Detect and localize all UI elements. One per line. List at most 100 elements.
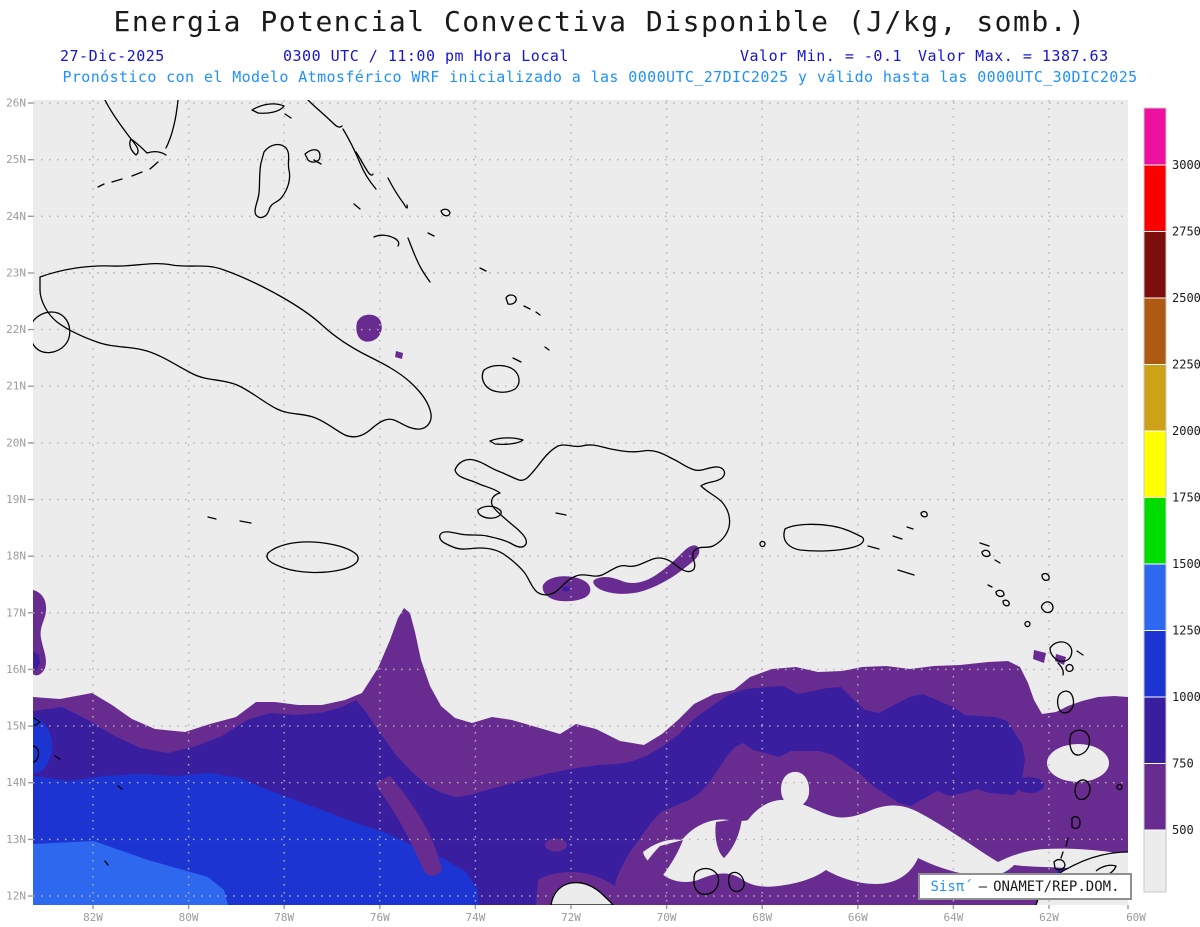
new-providence — [313, 159, 361, 210]
san-salvador — [427, 208, 451, 237]
lat-tick-label: 23N — [6, 267, 26, 280]
colorbar-label: 2500 — [1172, 291, 1200, 305]
curacao — [727, 871, 745, 893]
colorbar-segment — [1143, 763, 1167, 831]
puerto-rico-coast — [783, 523, 865, 552]
credit-org: ONAMET/REP.DOM. — [993, 878, 1120, 895]
colorbar-label: 1000 — [1172, 690, 1200, 704]
isla-juventud — [33, 311, 71, 354]
lat-tick-label: 15N — [6, 720, 26, 733]
lat-tick-label: 13N — [6, 833, 26, 846]
lat-tick-label: 16N — [6, 663, 26, 676]
abaco — [307, 100, 343, 128]
saba-st-kitts-nevis — [987, 584, 1010, 607]
colorbar-segment — [1143, 497, 1167, 565]
barbuda-antigua — [1040, 572, 1054, 614]
lat-tick-label: 26N — [6, 97, 26, 110]
lon-tick-label: 78W — [274, 911, 294, 924]
mona-vieques — [759, 540, 880, 550]
colorbar-segment — [1143, 364, 1167, 432]
colorbar-segment — [1143, 164, 1167, 232]
eleuthera — [304, 128, 377, 190]
colorbar-segment — [1143, 297, 1167, 365]
hispaniola-coast — [439, 444, 731, 596]
valid-date: 27-Dic-2025 — [60, 47, 165, 65]
st-vincent-grenadines — [1060, 816, 1081, 859]
colorbar-frame — [1143, 107, 1167, 893]
martinique — [1069, 729, 1091, 756]
contour-purple-tongues — [626, 818, 742, 905]
value-min-label: Valor Min. = -0.1 — [740, 47, 903, 65]
providencia-san-andres — [33, 717, 123, 866]
colorbar-label: 1500 — [1172, 557, 1200, 571]
page-title: Energia Potencial Convectiva Disponible … — [113, 5, 1087, 38]
colorbar-label: 2250 — [1172, 358, 1200, 372]
cayman-islands — [207, 516, 252, 524]
gonave-island — [477, 505, 567, 519]
long-island-bahamas — [387, 177, 408, 209]
andros — [254, 143, 291, 219]
crooked-acklins — [373, 234, 487, 283]
lat-tick-label: 18N — [6, 550, 26, 563]
lon-tick-label: 70W — [657, 911, 677, 924]
tortuga-island — [489, 437, 524, 446]
lon-tick-label: 68W — [752, 911, 772, 924]
cat-island — [355, 151, 374, 176]
lon-tick-label: 60W — [1126, 911, 1146, 924]
credit-separator: – — [978, 878, 988, 895]
colorbar-label: 2000 — [1172, 424, 1200, 438]
colorbar-segment — [1143, 430, 1167, 498]
marie-galante — [1065, 663, 1074, 673]
lat-tick-label: 17N — [6, 606, 26, 619]
dominica — [1057, 690, 1075, 714]
lat-tick-label: 14N — [6, 776, 26, 789]
lon-tick-label: 62W — [1039, 911, 1059, 924]
valid-time: 0300 UTC / 11:00 pm Hora Local — [283, 47, 569, 65]
colorbar-label: 500 — [1172, 823, 1194, 837]
credit-box: Sisπ´ – ONAMET/REP.DOM. — [918, 873, 1132, 900]
colorbar-label: 750 — [1172, 757, 1194, 771]
cuba-coast — [39, 262, 432, 438]
florida-coast — [104, 100, 179, 156]
colorbar-segment — [1143, 231, 1167, 299]
grenada-barbados — [1053, 783, 1123, 871]
colorbar-segment — [1143, 829, 1167, 893]
colorbar-label: 1250 — [1172, 624, 1200, 638]
map-grid — [33, 100, 1128, 905]
lat-tick-label: 22N — [6, 323, 26, 336]
paraguana-peninsula — [693, 867, 720, 896]
colorbar-segment — [1143, 630, 1167, 698]
lat-tick-label: 21N — [6, 380, 26, 393]
lon-tick-label: 82W — [83, 911, 103, 924]
lon-tick-label: 76W — [370, 911, 390, 924]
lon-tick-label: 74W — [465, 911, 485, 924]
guadeloupe — [1049, 641, 1084, 676]
jamaica-coast — [266, 541, 359, 574]
lat-tick-label: 12N — [6, 890, 26, 903]
lon-tick-label: 72W — [561, 911, 581, 924]
colorbar-label: 3000 — [1172, 158, 1200, 172]
colorbar-label: 2750 — [1172, 225, 1200, 239]
lat-tick-label: 25N — [6, 153, 26, 166]
colorbar: 3000 2750 2500 2250 2000 1750 1500 1250 … — [1143, 107, 1200, 893]
lat-tick-label: 24N — [6, 210, 26, 223]
forecast-description: Pronóstico con el Modelo Atmosférico WRF… — [62, 68, 1138, 86]
montserrat — [1024, 620, 1031, 628]
header-line-2: 27-Dic-2025 0300 UTC / 11:00 pm Hora Loc… — [0, 47, 1200, 65]
anguilla-st-martin — [979, 542, 1001, 564]
florida-keys — [97, 113, 292, 188]
lon-tick-label: 64W — [943, 911, 963, 924]
lat-axis: 26N 25N 24N 23N 22N 21N 20N 19N 18N 17N … — [6, 97, 33, 903]
guajira-peninsula — [550, 881, 614, 905]
lon-tick-label: 80W — [179, 911, 199, 924]
colorbar-segment — [1143, 107, 1167, 166]
colorbar-segment — [1143, 563, 1167, 631]
value-max-label: Valor Max. = 1387.63 — [918, 47, 1109, 65]
contour-fill-1250-1500 — [33, 841, 228, 905]
lon-tick-label: 66W — [848, 911, 868, 924]
coastlines — [33, 100, 1123, 871]
credit-app: Sisπ´ — [930, 878, 973, 895]
st-lucia — [1074, 779, 1091, 801]
grand-bahama — [251, 103, 285, 114]
